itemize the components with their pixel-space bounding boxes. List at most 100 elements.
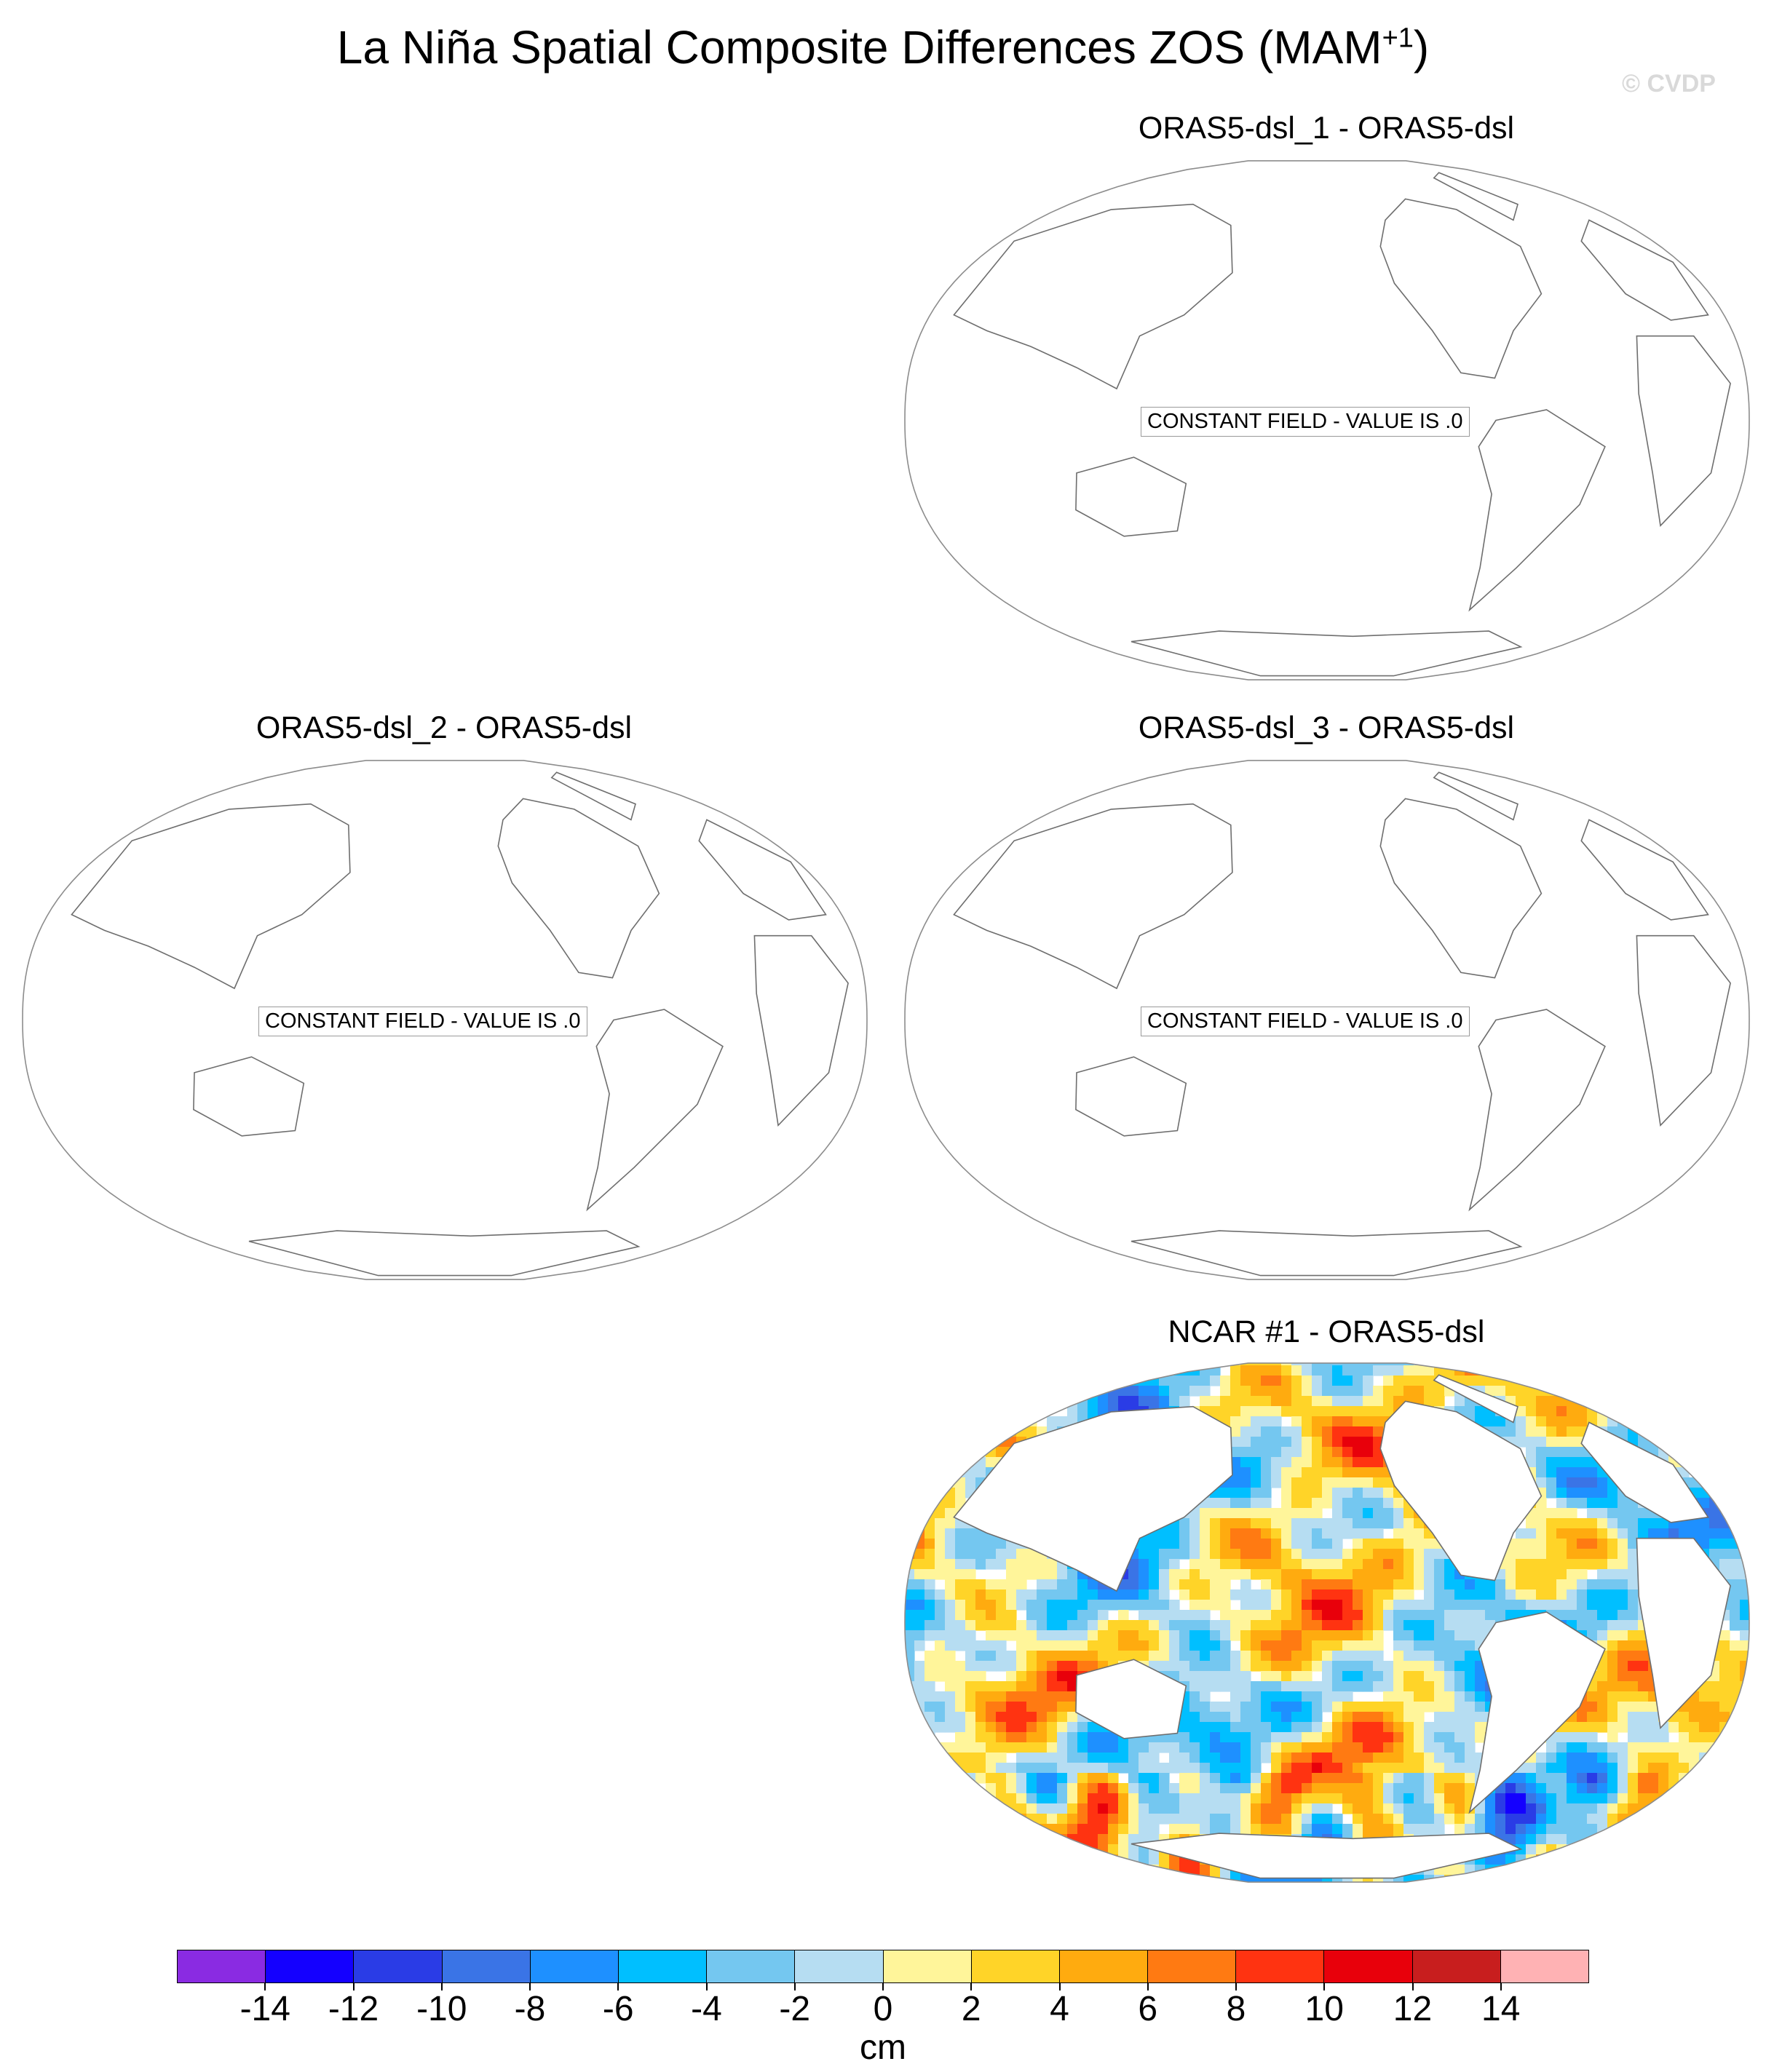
difference-cell [1750,1539,1761,1549]
difference-cell [1006,1396,1017,1407]
difference-cell [1668,1753,1679,1763]
difference-cell [1363,1773,1374,1784]
difference-cell [1628,1396,1639,1407]
difference-cell [1322,1589,1333,1600]
difference-cell [1016,1865,1027,1875]
difference-cell [1444,1885,1455,1896]
difference-cell [1098,1824,1109,1835]
difference-cell [914,1559,925,1570]
difference-cell [945,1600,956,1611]
difference-cell [1526,1457,1537,1468]
difference-cell [1617,1362,1628,1366]
difference-cell [1353,1488,1363,1499]
difference-cell [1332,1362,1343,1366]
difference-cell [1026,1630,1037,1641]
difference-cell [1098,1763,1109,1774]
difference-cell [1628,1834,1639,1845]
difference-cell [1210,1640,1221,1651]
difference-cell [1067,1365,1078,1376]
difference-cell [1383,1477,1394,1488]
difference-cell [945,1865,956,1875]
difference-cell [996,1651,1007,1662]
difference-cell [1128,1763,1139,1774]
difference-cell [1088,1773,1098,1784]
difference-cell [1139,1365,1149,1376]
difference-cell [945,1742,956,1753]
difference-cell [1668,1376,1679,1386]
difference-cell [1169,1824,1180,1835]
difference-cell [935,1559,946,1570]
difference-cell [1108,1824,1119,1835]
difference-cell [1679,1732,1690,1743]
difference-cell [955,1549,966,1560]
difference-cell [1730,1854,1741,1865]
difference-cell [965,1732,976,1743]
difference-cell [1332,1569,1343,1580]
coastline-australia [1075,1056,1187,1137]
difference-cell [1363,1600,1374,1611]
difference-cell [1240,1488,1251,1499]
difference-cell [1617,1539,1628,1549]
difference-cell [1332,1416,1343,1427]
difference-cell [1444,1589,1455,1600]
difference-cell [1332,1651,1343,1662]
difference-cell [1220,1396,1231,1407]
difference-cell [1169,1885,1180,1896]
difference-cell [1516,1773,1527,1784]
difference-cell [986,1865,997,1875]
difference-cell [914,1447,925,1458]
difference-cell [1312,1702,1323,1712]
difference-cell [1730,1589,1741,1600]
difference-cell [1556,1854,1567,1865]
difference-cell [1403,1549,1414,1560]
difference-cell [1047,1753,1058,1763]
difference-cell [965,1702,976,1712]
difference-cell [1383,1518,1394,1529]
difference-cell [1597,1600,1608,1611]
difference-cell [1526,1549,1537,1560]
difference-cell [1516,1386,1527,1397]
difference-cell [1434,1589,1445,1600]
difference-cell [1699,1702,1710,1712]
difference-cell [1128,1365,1139,1376]
difference-cell [1373,1416,1384,1427]
difference-cell [924,1416,935,1427]
difference-cell [1730,1457,1741,1468]
difference-cell [1210,1681,1221,1692]
difference-cell [1230,1691,1241,1702]
difference-cell [1577,1362,1588,1366]
difference-cell [1026,1426,1037,1437]
difference-cell [1312,1885,1323,1896]
difference-cell [1026,1732,1037,1743]
difference-cell [1169,1376,1180,1386]
difference-cell [1546,1467,1557,1478]
difference-cell [1505,1589,1516,1600]
difference-cell [1363,1579,1374,1590]
difference-cell [1230,1610,1241,1621]
difference-cell [1668,1406,1679,1417]
difference-cell [1414,1712,1425,1723]
difference-cell [1108,1763,1119,1774]
difference-cell [1546,1539,1557,1549]
difference-cell [1465,1814,1476,1825]
difference-cell [1454,1671,1465,1682]
difference-cell [1240,1763,1251,1774]
difference-cell [1047,1362,1058,1366]
difference-cell [1261,1569,1272,1580]
difference-cell [1679,1362,1690,1366]
difference-cell [1261,1416,1272,1427]
difference-cell [1312,1488,1323,1499]
difference-cell [965,1569,976,1580]
difference-cell [1200,1814,1211,1825]
difference-cell [975,1416,986,1427]
difference-cell [1740,1488,1749,1499]
difference-cell [1516,1793,1527,1804]
coastline-north-america [1379,798,1543,979]
difference-cell [1383,1763,1394,1774]
difference-cell [1403,1783,1414,1794]
difference-cell [1495,1793,1506,1804]
difference-cell [1383,1376,1394,1386]
difference-cell [1536,1865,1547,1875]
difference-cell [1016,1854,1027,1865]
difference-cell [1128,1824,1139,1835]
